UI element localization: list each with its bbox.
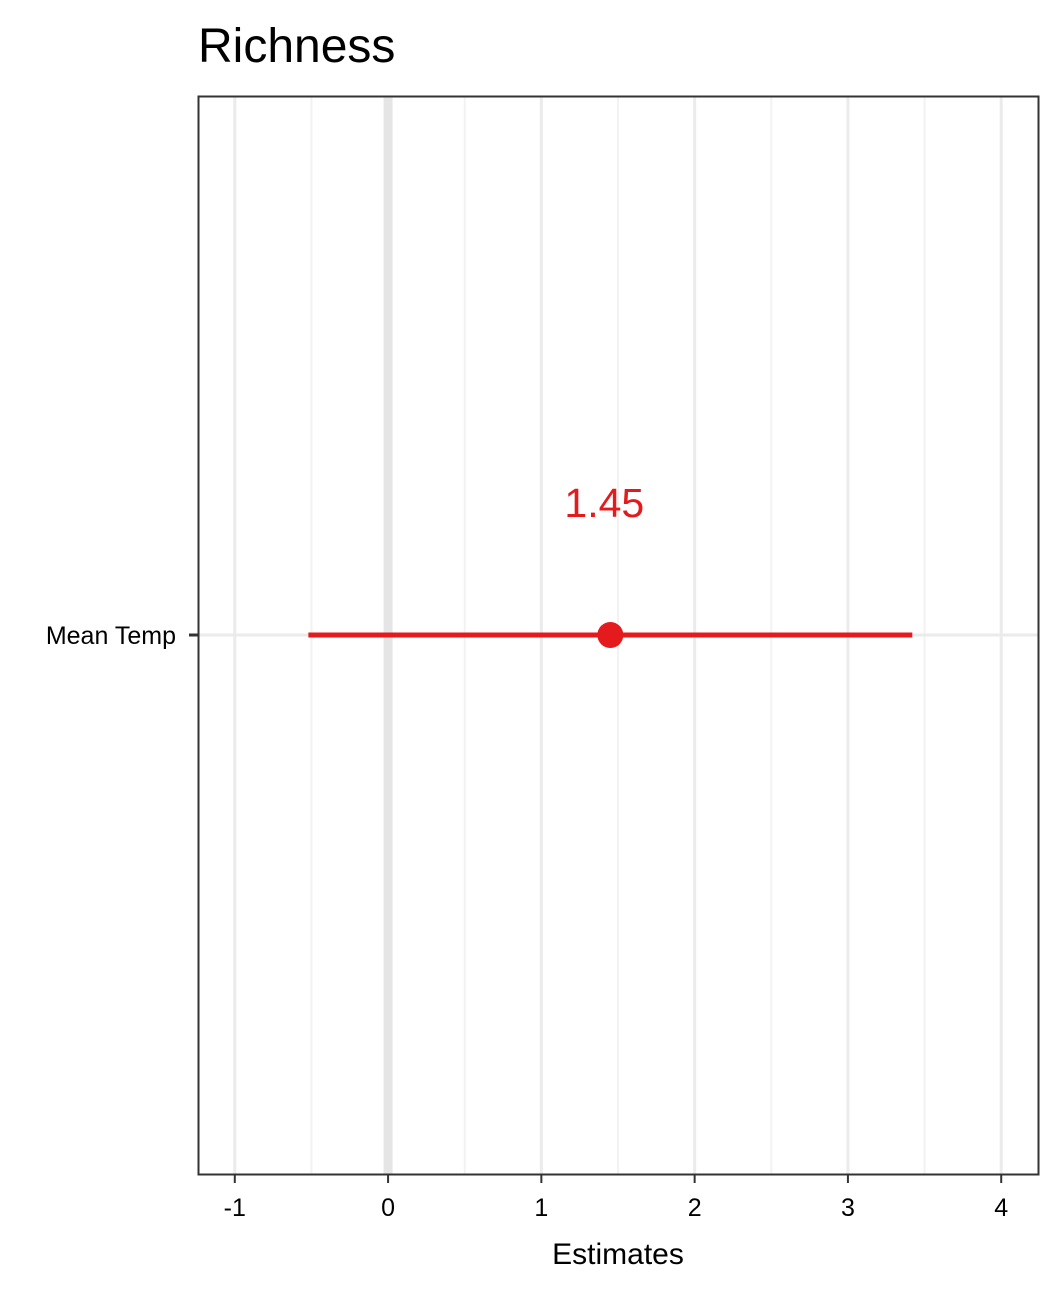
x-tick-label: 1	[534, 1194, 548, 1222]
x-tick-label: 4	[994, 1194, 1008, 1222]
x-tick-label: -1	[224, 1194, 246, 1222]
panel-border	[197, 95, 1040, 1176]
x-axis: -1 0 1 2 3 4	[224, 1174, 1008, 1222]
chart-title: Richness	[198, 20, 395, 73]
estimate-point	[597, 622, 624, 648]
data-marks: 1.45	[308, 480, 913, 648]
estimate-label: 1.45	[564, 480, 644, 526]
y-axis: Mean Temp	[46, 622, 198, 650]
x-tick-label: 2	[688, 1194, 702, 1222]
y-tick-label: Mean Temp	[46, 622, 176, 650]
x-tick-label: 3	[841, 1194, 855, 1222]
x-tick-label: 0	[381, 1194, 395, 1222]
x-axis-title: Estimates	[552, 1238, 684, 1271]
